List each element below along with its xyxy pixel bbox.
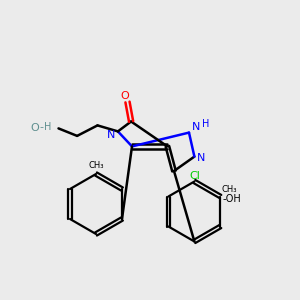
Text: N: N — [197, 153, 205, 163]
Text: H: H — [44, 122, 52, 132]
Text: Cl: Cl — [190, 171, 201, 181]
Text: N: N — [192, 122, 201, 132]
Text: H: H — [202, 118, 209, 129]
Text: O: O — [31, 123, 40, 134]
Text: O: O — [120, 91, 129, 101]
Text: -OH: -OH — [223, 194, 242, 205]
Text: N: N — [107, 130, 116, 140]
Text: -: - — [39, 122, 43, 133]
Text: CH₃: CH₃ — [88, 161, 104, 170]
Text: CH₃: CH₃ — [221, 185, 236, 194]
